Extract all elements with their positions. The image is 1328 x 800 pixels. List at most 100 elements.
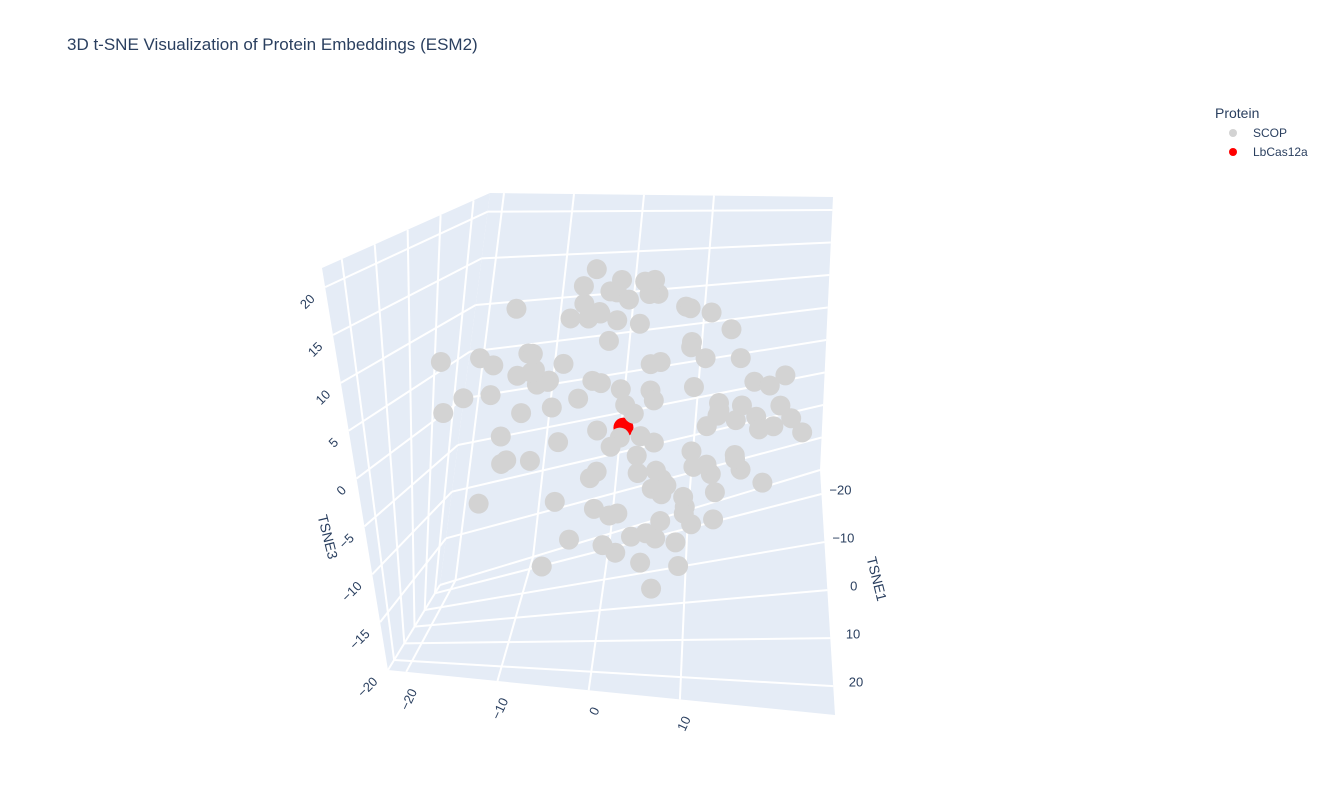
point — [650, 511, 671, 532]
point — [583, 498, 604, 519]
point — [592, 535, 613, 556]
grid-line — [424, 541, 825, 611]
point — [519, 450, 540, 471]
point — [586, 461, 607, 482]
back-wall — [440, 193, 833, 585]
point — [541, 397, 562, 418]
point — [568, 388, 589, 409]
x-axis-title: TSNE1 — [864, 555, 890, 603]
z-tick-label: −10 — [339, 578, 365, 604]
point — [643, 390, 664, 411]
y-tick-label: −10 — [488, 695, 511, 721]
y-tick-label: 0 — [586, 705, 603, 718]
point — [681, 514, 702, 535]
grid-line — [340, 304, 477, 384]
grid-line — [487, 209, 833, 213]
point — [599, 505, 620, 526]
grid-line — [340, 259, 396, 661]
left-wall — [322, 193, 490, 670]
point — [695, 348, 716, 369]
z-axis-title: TSNE3 — [315, 513, 341, 561]
point — [522, 343, 543, 364]
point — [704, 482, 725, 503]
point — [709, 393, 730, 414]
point — [627, 463, 648, 484]
point — [792, 422, 813, 443]
point — [752, 472, 773, 493]
grid-line — [324, 210, 489, 289]
z-tick-label: −15 — [346, 626, 372, 652]
point — [749, 419, 770, 440]
point — [587, 420, 608, 441]
x-tick-label: 10 — [846, 627, 860, 642]
point — [703, 509, 724, 530]
legend-label[interactable]: SCOP — [1253, 126, 1287, 140]
point — [578, 308, 599, 329]
point — [643, 432, 664, 453]
point — [618, 289, 639, 310]
legend-marker — [1229, 148, 1237, 156]
grid-line — [414, 589, 828, 628]
point — [668, 556, 689, 577]
point — [680, 298, 701, 319]
point — [665, 532, 686, 553]
point — [468, 493, 489, 514]
grid-line — [587, 533, 612, 691]
point — [683, 377, 704, 398]
point — [560, 308, 581, 329]
point — [559, 529, 580, 550]
y-tick-label: −20 — [397, 686, 420, 712]
point — [681, 441, 702, 462]
point — [650, 352, 671, 373]
legend-label[interactable]: LbCas12a — [1253, 145, 1308, 159]
point — [725, 448, 746, 469]
point — [731, 395, 752, 416]
point — [610, 379, 631, 400]
grid-line — [678, 509, 690, 700]
point — [775, 365, 796, 386]
z-tick-label: 0 — [333, 483, 349, 499]
point — [430, 351, 451, 372]
grid-line — [481, 241, 831, 260]
point — [586, 259, 607, 280]
grid-line — [496, 556, 535, 682]
chart-title: 3D t-SNE Visualization of Protein Embedd… — [67, 35, 478, 54]
grid-line — [373, 244, 406, 644]
point — [521, 362, 542, 383]
point — [433, 403, 454, 424]
point — [730, 348, 751, 369]
x-tick-label: 20 — [849, 675, 863, 690]
point — [721, 319, 742, 340]
floor-wall — [388, 470, 835, 715]
point — [645, 460, 666, 481]
z-tick-label: 20 — [297, 291, 318, 312]
point — [573, 276, 594, 297]
x-tick-label: −10 — [832, 530, 854, 545]
point — [612, 269, 633, 290]
legend-title: Protein — [1215, 105, 1259, 121]
point — [759, 375, 780, 396]
point — [781, 408, 802, 429]
point — [531, 556, 552, 577]
x-tick-label: 0 — [850, 579, 857, 594]
point — [615, 394, 636, 415]
point — [629, 313, 650, 334]
point — [656, 475, 677, 496]
z-tick-label: 15 — [305, 339, 326, 360]
point — [630, 552, 651, 573]
grid-line — [332, 257, 483, 336]
point — [553, 353, 574, 374]
x-tick-label: −20 — [829, 482, 851, 497]
point — [744, 371, 765, 392]
point — [600, 436, 621, 457]
y-tick-label: 10 — [674, 714, 694, 733]
z-tick-label: 10 — [313, 387, 334, 408]
point — [511, 403, 532, 424]
point — [641, 578, 662, 599]
point — [696, 454, 717, 475]
point — [490, 426, 511, 447]
point — [453, 388, 474, 409]
grid-line — [423, 215, 442, 611]
